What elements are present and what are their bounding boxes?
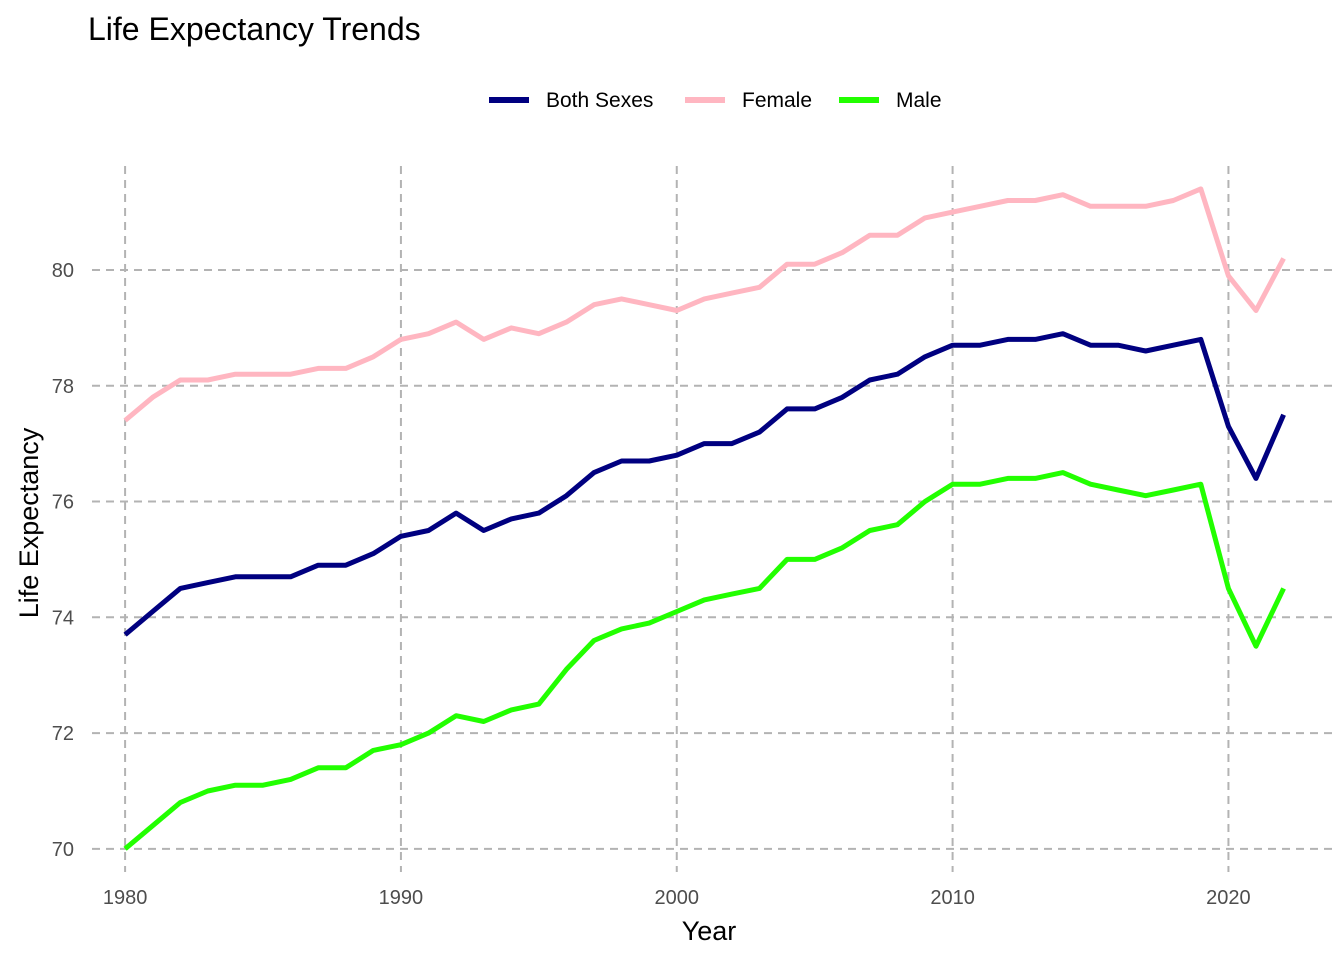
chart-title: Life Expectancy Trends (88, 11, 421, 47)
legend: Both Sexes Female Male (489, 89, 942, 112)
grid (92, 166, 1336, 872)
y-tick-label: 74 (52, 607, 74, 629)
y-tick-label: 76 (52, 492, 74, 514)
series-lines (123, 186, 1286, 851)
legend-label: Male (896, 89, 942, 112)
y-tick-label: 78 (52, 376, 74, 398)
y-tick-label: 70 (52, 839, 74, 861)
x-tick-label: 2000 (655, 887, 700, 909)
legend-item: Female (685, 89, 812, 112)
legend-label: Female (742, 89, 812, 112)
series-male (123, 470, 1286, 851)
series-line (123, 331, 1286, 637)
legend-item: Both Sexes (489, 89, 653, 112)
legend-label: Both Sexes (546, 89, 653, 112)
series-female (123, 186, 1286, 423)
x-tick-label: 2020 (1206, 887, 1251, 909)
y-axis-title: Life Expectancy (14, 427, 44, 618)
series-line (123, 186, 1286, 423)
y-tick-label: 80 (52, 260, 74, 282)
x-tick-label: 2010 (930, 887, 975, 909)
y-tick-label: 72 (52, 723, 74, 745)
y-axis-ticks: 70 72 74 76 78 80 (52, 260, 74, 861)
x-tick-label: 1980 (103, 887, 148, 909)
legend-item: Male (839, 89, 942, 112)
series-both-sexes (123, 331, 1286, 637)
x-tick-label: 1990 (379, 887, 424, 909)
series-line (123, 470, 1286, 851)
x-axis-title: Year (682, 916, 737, 946)
x-axis-ticks: 1980 1990 2000 2010 2020 (103, 887, 1251, 909)
